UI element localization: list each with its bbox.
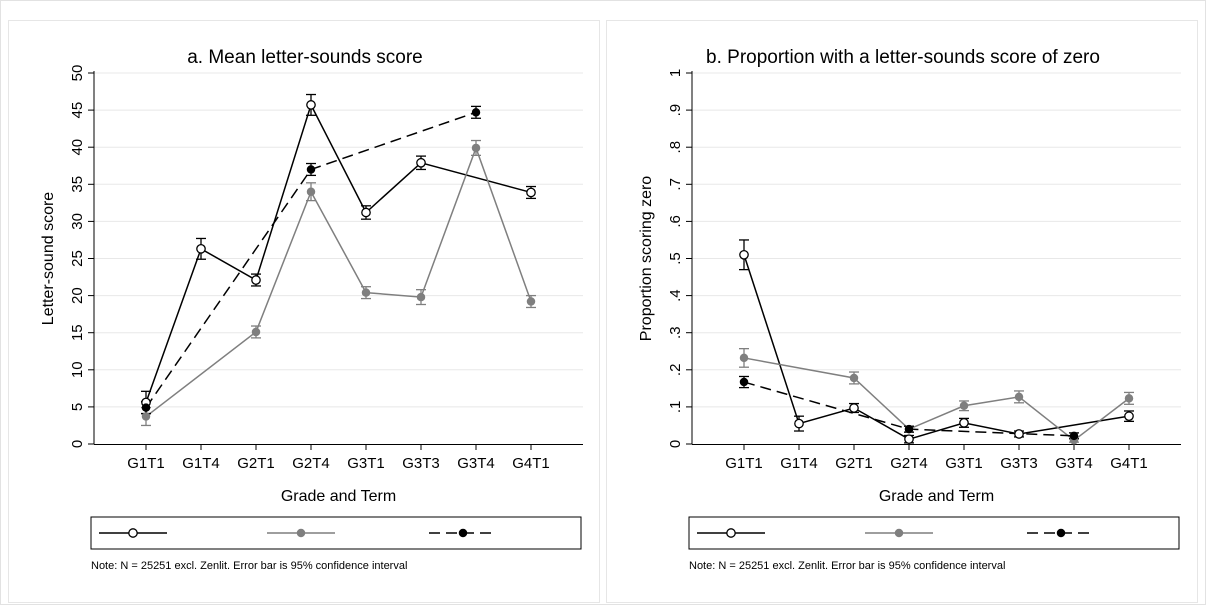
chart-a-xtick-label-g2t4: G2T4 xyxy=(292,455,330,472)
chart-a-legend-marker-isizulu xyxy=(296,528,306,538)
chart-a-ytick-label: 30 xyxy=(69,213,86,230)
chart-a-point-siswati-g1t1 xyxy=(141,403,151,412)
chart-a-line-siswati xyxy=(145,111,477,409)
chart-a-ytick-label: 25 xyxy=(69,250,86,267)
chart-b-ytick-label: .8 xyxy=(667,141,684,154)
chart-panel-a: a. Mean letter-sounds score Grade and Te… xyxy=(8,20,600,603)
chart-b-ytick-label: .5 xyxy=(667,252,684,265)
chart-a-point-isixhosa-g1t4 xyxy=(196,244,206,254)
chart-panel-b: b. Proportion with a letter-sounds score… xyxy=(606,20,1198,603)
chart-b-svg: b. Proportion with a letter-sounds score… xyxy=(638,47,1181,572)
chart-b-point-siswati-g1t1 xyxy=(739,377,749,387)
chart-a-ytick-label: 15 xyxy=(69,324,86,341)
chart-b-title: b. Proportion with a letter-sounds score… xyxy=(706,47,1100,68)
chart-b-xtick-label-g1t4: G1T4 xyxy=(780,455,818,472)
chart-b-ytick-label: 1 xyxy=(667,69,684,77)
chart-a-point-isizulu-g2t4 xyxy=(306,187,316,196)
chart-a-note: Note: N = 25251 excl. Zenlit. Error bar … xyxy=(91,560,407,572)
chart-b-point-isizulu-g3t3 xyxy=(1014,392,1024,402)
chart-b-point-isizulu-g3t1 xyxy=(959,401,969,411)
chart-b-point-siswati-g2t4 xyxy=(904,424,914,434)
chart-a-ylabel: Letter-sound score xyxy=(40,192,57,326)
chart-b-ylabel: Proportion scoring zero xyxy=(638,176,655,342)
chart-a-point-isizulu-g1t1 xyxy=(141,412,151,421)
chart-b-point-isixhosa-g4t1 xyxy=(1124,411,1134,422)
chart-a-point-siswati-g2t4 xyxy=(306,165,316,174)
chart-a-ytick-label: 0 xyxy=(69,440,86,448)
chart-b-point-isixhosa-g1t1 xyxy=(739,249,749,260)
chart-a-xtick-label-g4t1: G4T1 xyxy=(512,455,550,472)
chart-b-legend-box xyxy=(688,516,1180,550)
chart-a-point-siswati-g3t4 xyxy=(471,108,481,117)
chart-b-ytick-label: .2 xyxy=(667,364,684,377)
chart-a-line-isizulu xyxy=(145,145,532,418)
chart-a-ytick-label: 40 xyxy=(69,139,86,156)
chart-b-point-isizulu-g1t1 xyxy=(739,353,749,363)
chart-a-ytick-label: 35 xyxy=(69,176,86,193)
chart-b-point-isixhosa-g2t1 xyxy=(849,403,859,413)
chart-a-legend-box xyxy=(90,516,582,550)
chart-a-title: a. Mean letter-sounds score xyxy=(187,47,423,68)
chart-a-ytick-label: 20 xyxy=(69,287,86,304)
chart-b-point-isixhosa-g1t4 xyxy=(794,418,804,429)
chart-a-xlabel: Grade and Term xyxy=(281,488,396,505)
chart-a-xtick-label-g3t4: G3T4 xyxy=(457,455,495,472)
chart-a-point-isixhosa-g3t1 xyxy=(361,207,371,218)
chart-b-ytick-label: 0 xyxy=(667,440,684,448)
chart-a-point-isixhosa-g4t1 xyxy=(526,187,536,198)
chart-a-legend-marker-siswati xyxy=(458,528,468,538)
chart-b-legend-marker-isixhosa xyxy=(726,528,736,538)
chart-a-svg: a. Mean letter-sounds score Grade and Te… xyxy=(40,47,583,572)
chart-a-ytick-label: 45 xyxy=(69,102,86,119)
chart-a-ytick-label: 5 xyxy=(69,403,86,411)
chart-a-point-isizulu-g3t3 xyxy=(416,292,426,302)
chart-a-point-isizulu-g3t1 xyxy=(361,288,371,297)
chart-b-xtick-label-g4t1: G4T1 xyxy=(1110,455,1148,472)
chart-b-xlabel: Grade and Term xyxy=(879,488,994,505)
chart-b-line-isixhosa xyxy=(743,254,1130,440)
chart-b-ytick-label: .4 xyxy=(667,289,684,302)
chart-b-xtick-label-g3t3: G3T3 xyxy=(1000,455,1038,472)
chart-a-point-isizulu-g3t4 xyxy=(471,143,481,153)
chart-b-xtick-label-g3t4: G3T4 xyxy=(1055,455,1093,472)
chart-a-legend-marker-isixhosa xyxy=(128,528,138,538)
chart-a-point-isixhosa-g2t4 xyxy=(306,100,316,110)
chart-a-xtick-label-g3t3: G3T3 xyxy=(402,455,440,472)
chart-b-ytick-label: .3 xyxy=(667,326,684,339)
chart-a-point-isizulu-g2t1 xyxy=(251,327,261,337)
chart-b-ytick-label: .6 xyxy=(667,215,684,228)
chart-b-xtick-label-g2t1: G2T1 xyxy=(835,455,873,472)
chart-a-ytick-label: 50 xyxy=(69,65,86,82)
chart-b-note: Note: N = 25251 excl. Zenlit. Error bar … xyxy=(689,560,1005,572)
chart-b-xtick-label-g3t1: G3T1 xyxy=(945,455,983,472)
chart-a-xtick-label-g3t1: G3T1 xyxy=(347,455,385,472)
chart-b-xtick-label-g2t4: G2T4 xyxy=(890,455,928,472)
chart-b-point-isixhosa-g2t4 xyxy=(904,434,914,445)
chart-b-xtick-label-g1t1: G1T1 xyxy=(725,455,763,472)
chart-b-legend-marker-isizulu xyxy=(894,528,904,538)
chart-b-point-isizulu-g2t1 xyxy=(849,373,859,383)
chart-b-point-isizulu-g4t1 xyxy=(1124,394,1134,403)
chart-b-legend-marker-siswati xyxy=(1056,528,1066,538)
chart-a-point-isixhosa-g3t3 xyxy=(416,157,426,168)
chart-b-ytick-label: .1 xyxy=(667,401,684,414)
chart-b-point-siswati-g3t4 xyxy=(1069,431,1079,441)
chart-a-xtick-label-g1t1: G1T1 xyxy=(127,455,165,472)
chart-a-xtick-label-g2t1: G2T1 xyxy=(237,455,275,472)
chart-a-point-isixhosa-g2t1 xyxy=(251,275,261,285)
chart-a-xtick-label-g1t4: G1T4 xyxy=(182,455,220,472)
chart-b-point-isixhosa-g3t1 xyxy=(959,418,969,428)
chart-a-point-isizulu-g4t1 xyxy=(526,297,536,306)
chart-b-point-isixhosa-g3t3 xyxy=(1014,429,1024,439)
chart-b-ytick-label: .9 xyxy=(667,104,684,117)
chart-a-ytick-label: 10 xyxy=(69,361,86,378)
chart-b-ytick-label: .7 xyxy=(667,178,684,191)
